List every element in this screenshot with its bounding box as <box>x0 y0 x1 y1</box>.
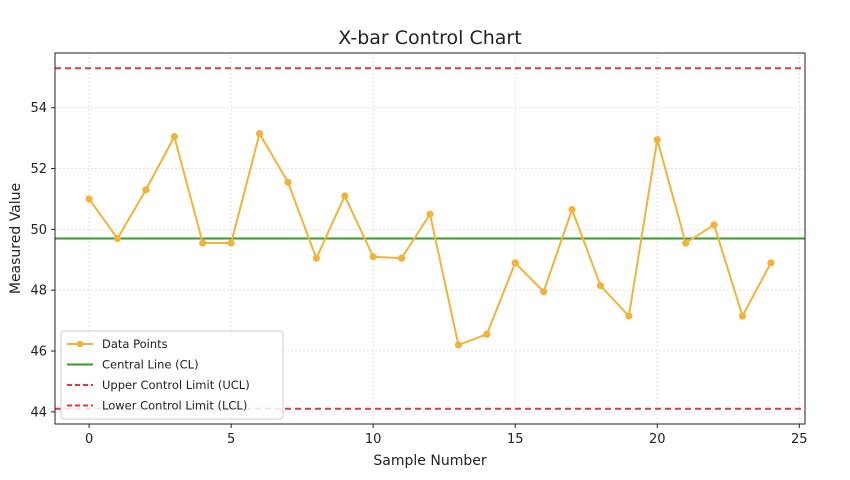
y-tick-label: 52 <box>30 162 47 177</box>
x-tick-label: 20 <box>649 432 666 447</box>
data-point <box>710 221 718 229</box>
legend-marker <box>76 340 84 348</box>
legend: Data Points Central Line (CL) Upper Contro… <box>60 330 284 420</box>
data-point <box>596 282 605 290</box>
legend-label: Upper Control Limit (UCL) <box>102 378 250 392</box>
data-point <box>767 259 775 267</box>
data-point <box>85 195 93 203</box>
data-point <box>682 239 690 247</box>
data-point <box>625 312 633 320</box>
y-tick-label: 54 <box>30 101 47 116</box>
data-point <box>653 136 661 144</box>
data-point <box>511 259 519 267</box>
y-tick-label: 44 <box>30 405 47 420</box>
legend-label: Lower Control Limit (LCL) <box>102 399 247 413</box>
data-point <box>454 341 463 349</box>
x-tick-label: 15 <box>507 432 524 447</box>
x-tick-label: 25 <box>791 432 808 447</box>
y-tick-label: 48 <box>30 284 47 299</box>
x-axis-ticks: 0 5 10 15 20 25 <box>85 424 808 447</box>
x-tick-label: 0 <box>85 432 93 447</box>
data-point <box>170 133 178 141</box>
x-tick-label: 10 <box>365 432 382 447</box>
y-tick-label: 50 <box>30 223 47 238</box>
data-point <box>199 239 207 247</box>
data-point <box>369 253 377 261</box>
data-point <box>568 206 576 214</box>
x-axis-label: Sample Number <box>373 453 486 469</box>
data-point <box>426 210 434 218</box>
y-axis-ticks: 44 46 48 50 52 54 <box>30 101 55 420</box>
data-point <box>142 186 150 194</box>
data-series <box>85 129 775 349</box>
data-point <box>738 312 747 320</box>
legend-box <box>60 330 284 420</box>
data-point <box>113 234 122 243</box>
y-tick-label: 46 <box>30 345 47 360</box>
data-point <box>312 254 320 262</box>
legend-label: Data Points <box>102 337 168 351</box>
data-point <box>227 239 235 247</box>
data-point <box>397 254 406 262</box>
data-point <box>284 178 292 186</box>
legend-label: Central Line (CL) <box>102 358 199 372</box>
plot-frame <box>54 52 806 425</box>
y-axis-label: Measured Value <box>8 183 24 294</box>
chart-title: X-bar Control Chart <box>338 27 521 49</box>
x-tick-label: 5 <box>227 432 235 447</box>
data-point <box>255 129 264 138</box>
data-point <box>341 192 349 200</box>
data-point <box>483 330 491 338</box>
data-point <box>540 288 548 296</box>
